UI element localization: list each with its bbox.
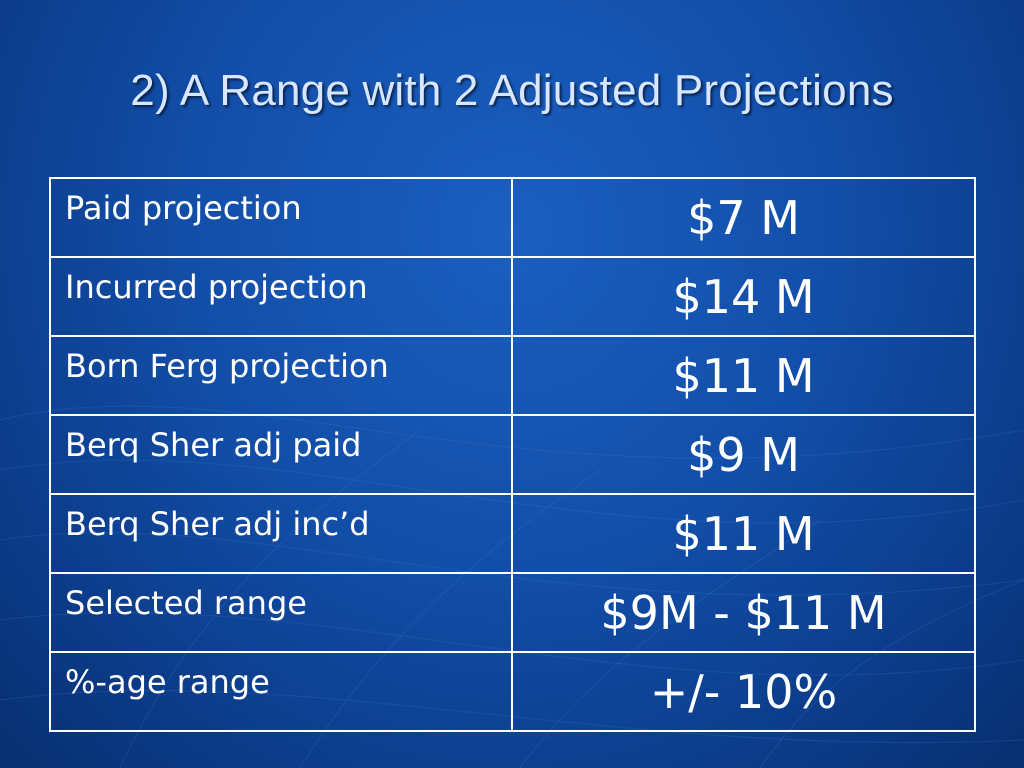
row-label: Paid projection bbox=[65, 189, 302, 227]
table-row: Born Ferg projection $11 M bbox=[49, 335, 976, 416]
row-value: $9M - $11 M bbox=[511, 572, 976, 653]
table-row: Incurred projection $14 M bbox=[49, 256, 976, 337]
row-label: %-age range bbox=[65, 663, 270, 701]
table-row: Berq Sher adj inc’d $11 M bbox=[49, 493, 976, 574]
row-label-cell: Berq Sher adj inc’d bbox=[49, 493, 513, 574]
row-value: $11 M bbox=[511, 335, 976, 416]
row-value: $11 M bbox=[511, 493, 976, 574]
projections-table: Paid projection $7 M Incurred projection… bbox=[49, 177, 976, 732]
slide-title: 2) A Range with 2 Adjusted Projections bbox=[130, 66, 894, 115]
row-label-cell: Paid projection bbox=[49, 177, 513, 258]
row-label-cell: Incurred projection bbox=[49, 256, 513, 337]
row-value: +/- 10% bbox=[511, 651, 976, 732]
table-row: Paid projection $7 M bbox=[49, 177, 976, 258]
table-row: %-age range +/- 10% bbox=[49, 651, 976, 732]
row-label-cell: Born Ferg projection bbox=[49, 335, 513, 416]
row-label: Born Ferg projection bbox=[65, 347, 389, 385]
row-label: Berq Sher adj inc’d bbox=[65, 505, 370, 543]
row-label: Berq Sher adj paid bbox=[65, 426, 362, 464]
row-value: $9 M bbox=[511, 414, 976, 495]
row-value: $14 M bbox=[511, 256, 976, 337]
row-label-cell: Berq Sher adj paid bbox=[49, 414, 513, 495]
row-label: Incurred projection bbox=[65, 268, 368, 306]
table-row: Berq Sher adj paid $9 M bbox=[49, 414, 976, 495]
row-label: Selected range bbox=[65, 584, 307, 622]
row-label-cell: Selected range bbox=[49, 572, 513, 653]
table-row: Selected range $9M - $11 M bbox=[49, 572, 976, 653]
row-label-cell: %-age range bbox=[49, 651, 513, 732]
row-value: $7 M bbox=[511, 177, 976, 258]
